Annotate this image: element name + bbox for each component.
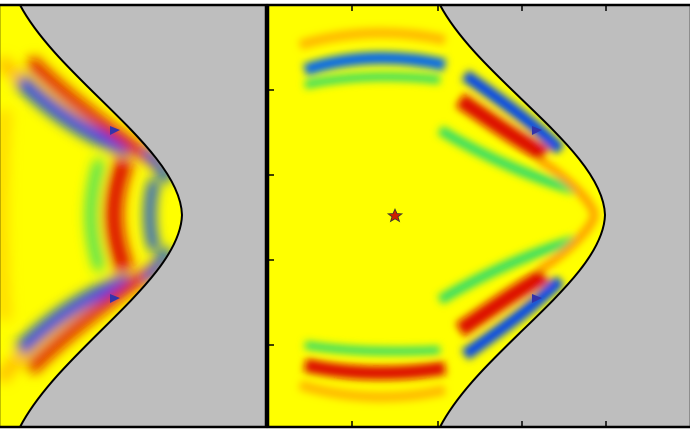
receiver-marker	[110, 126, 120, 135]
frame	[0, 3, 268, 429]
receiver-marker	[110, 294, 120, 303]
boundary-curve	[439, 4, 607, 428]
right-panel	[266, 3, 690, 429]
receiver-marker	[532, 126, 542, 135]
left-panel	[0, 3, 268, 429]
source-marker	[386, 208, 404, 223]
receiver-marker	[532, 294, 542, 303]
boundary-curve	[19, 4, 184, 428]
frame	[266, 3, 690, 429]
